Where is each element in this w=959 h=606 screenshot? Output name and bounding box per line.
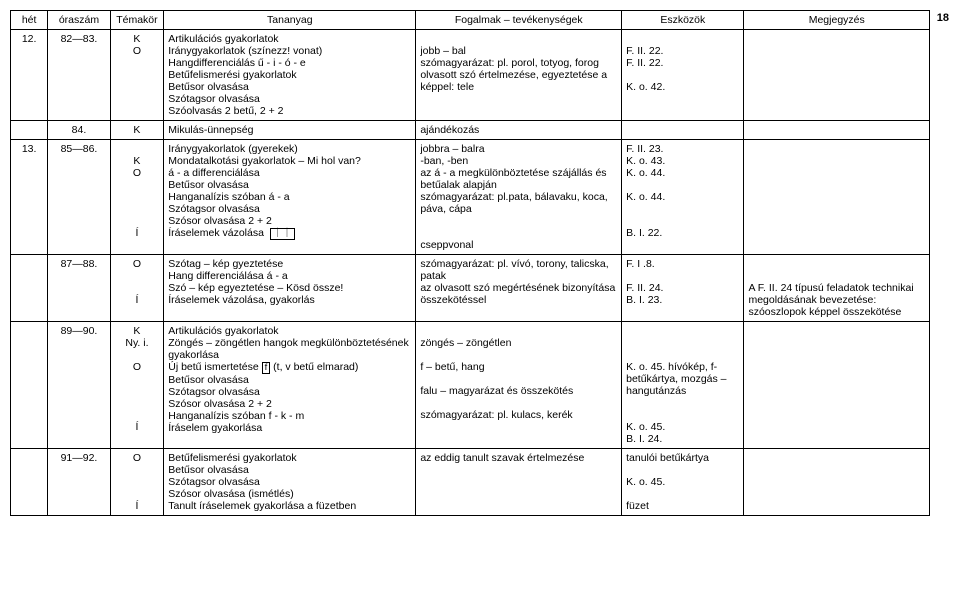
cell-tananyag: Mikulás-ünnepség xyxy=(164,121,416,140)
page-number: 18 xyxy=(937,12,949,24)
cell-het xyxy=(11,255,48,322)
cell-fogalmak: az eddig tanult szavak értelmezése xyxy=(416,449,622,516)
header-megjegyzes: Megjegyzés xyxy=(744,11,930,30)
cell-het: 13. xyxy=(11,140,48,255)
cell-het xyxy=(11,449,48,516)
cell-ora: 82—83. xyxy=(48,30,110,121)
cell-het xyxy=(11,121,48,140)
cell-eszkozok: F. I .8.F. II. 24.B. I. 23. xyxy=(622,255,744,322)
cell-ora: 84. xyxy=(48,121,110,140)
cell-tema: OÍ xyxy=(110,449,164,516)
cell-tananyag: Artikulációs gyakorlatokIránygyakorlatok… xyxy=(164,30,416,121)
cell-tema: K xyxy=(110,121,164,140)
curriculum-table: hét óraszám Témakör Tananyag Fogalmak – … xyxy=(10,10,930,516)
header-temakor: Témakör xyxy=(110,11,164,30)
table-row: 87—88.OÍSzótag – kép gyeztetéseHang diff… xyxy=(11,255,930,322)
cell-megjegyzes xyxy=(744,449,930,516)
cell-eszkozok: K. o. 45. hívókép, f-betűkártya, mozgás … xyxy=(622,322,744,449)
table-row: 91—92.OÍBetűfelismerési gyakorlatokBetűs… xyxy=(11,449,930,516)
cell-ora: 91—92. xyxy=(48,449,110,516)
cell-megjegyzes xyxy=(744,322,930,449)
header-fogalmak: Fogalmak – tevékenységek xyxy=(416,11,622,30)
cell-ora: 87—88. xyxy=(48,255,110,322)
header-oraszam: óraszám xyxy=(48,11,110,30)
header-row: hét óraszám Témakör Tananyag Fogalmak – … xyxy=(11,11,930,30)
cell-tananyag: Iránygyakorlatok (gyerekek)Mondatalkotás… xyxy=(164,140,416,255)
cell-megjegyzes xyxy=(744,121,930,140)
cell-megjegyzes xyxy=(744,140,930,255)
cell-het xyxy=(11,322,48,449)
cell-fogalmak: szómagyarázat: pl. vívó, torony, talicsk… xyxy=(416,255,622,322)
cell-megjegyzes xyxy=(744,30,930,121)
cell-het: 12. xyxy=(11,30,48,121)
cell-eszkozok xyxy=(622,121,744,140)
table-row: 84.KMikulás-ünnepségajándékozás xyxy=(11,121,930,140)
cell-fogalmak: ajándékozás xyxy=(416,121,622,140)
cell-tema: KNy. i.OÍ xyxy=(110,322,164,449)
table-row: 13.85—86.KOÍIránygyakorlatok (gyerekek)M… xyxy=(11,140,930,255)
cell-megjegyzes: A F. II. 24 típusú feladatok technikai m… xyxy=(744,255,930,322)
cell-ora: 85—86. xyxy=(48,140,110,255)
cell-fogalmak: jobbra – balra-ban, -benaz á - a megkülö… xyxy=(416,140,622,255)
cell-eszkozok: F. II. 23.K. o. 43.K. o. 44.K. o. 44.B. … xyxy=(622,140,744,255)
header-tananyag: Tananyag xyxy=(164,11,416,30)
cell-tananyag: Szótag – kép gyeztetéseHang differenciál… xyxy=(164,255,416,322)
cell-fogalmak: jobb – balszómagyarázat: pl. porol, toty… xyxy=(416,30,622,121)
cell-tananyag: Betűfelismerési gyakorlatokBetűsor olvas… xyxy=(164,449,416,516)
cell-tananyag: Artikulációs gyakorlatokZöngés – zöngétl… xyxy=(164,322,416,449)
cell-eszkozok: tanulói betűkártyaK. o. 45.füzet xyxy=(622,449,744,516)
cell-ora: 89—90. xyxy=(48,322,110,449)
cell-eszkozok: F. II. 22.F. II. 22.K. o. 42. xyxy=(622,30,744,121)
cell-fogalmak: zöngés – zöngétlenf – betű, hangfalu – m… xyxy=(416,322,622,449)
table-row: 12.82—83.KOArtikulációs gyakorlatokIrány… xyxy=(11,30,930,121)
header-het: hét xyxy=(11,11,48,30)
cell-tema: KO xyxy=(110,30,164,121)
cell-tema: OÍ xyxy=(110,255,164,322)
table-row: 89—90.KNy. i.OÍArtikulációs gyakorlatokZ… xyxy=(11,322,930,449)
cell-tema: KOÍ xyxy=(110,140,164,255)
header-eszkozok: Eszközök xyxy=(622,11,744,30)
